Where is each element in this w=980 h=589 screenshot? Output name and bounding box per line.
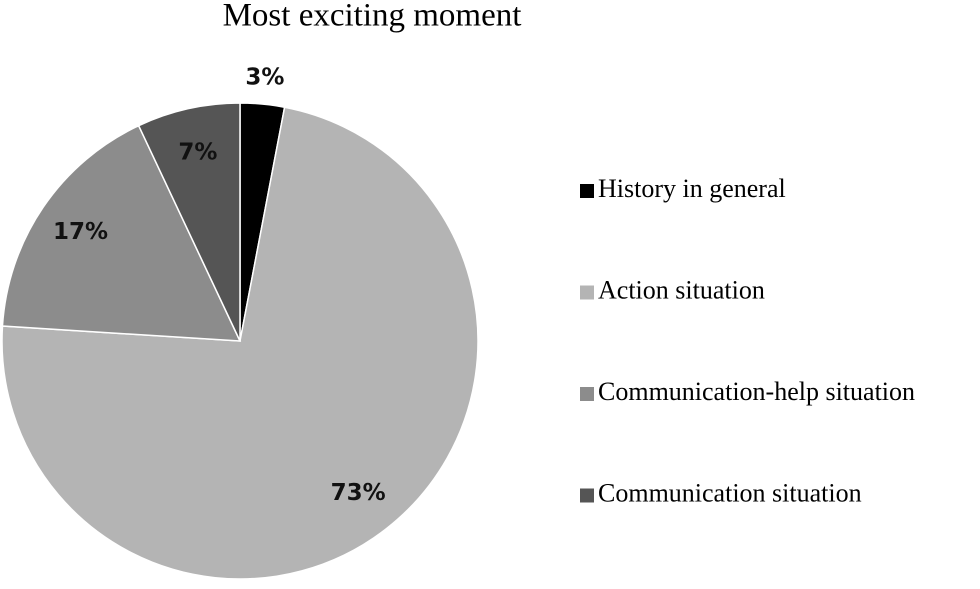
legend-swatch xyxy=(580,184,594,198)
chart-title: Most exciting moment xyxy=(223,0,522,34)
pie-slice xyxy=(1,106,479,580)
data-label: 17% xyxy=(53,219,108,245)
pie-slice xyxy=(137,102,241,342)
legend-label: Communication-help situation xyxy=(598,377,915,406)
legend-swatch xyxy=(580,387,594,401)
data-label: 7% xyxy=(178,139,217,165)
legend-swatch xyxy=(580,285,594,300)
data-label: 3% xyxy=(245,64,284,90)
legend-label: Action situation xyxy=(598,275,765,304)
legend-swatch xyxy=(580,488,594,503)
data-label: 73% xyxy=(331,480,386,506)
legend-label: History in general xyxy=(598,174,786,203)
pie-slice xyxy=(1,124,242,342)
legend-label: Communication situation xyxy=(598,478,862,507)
